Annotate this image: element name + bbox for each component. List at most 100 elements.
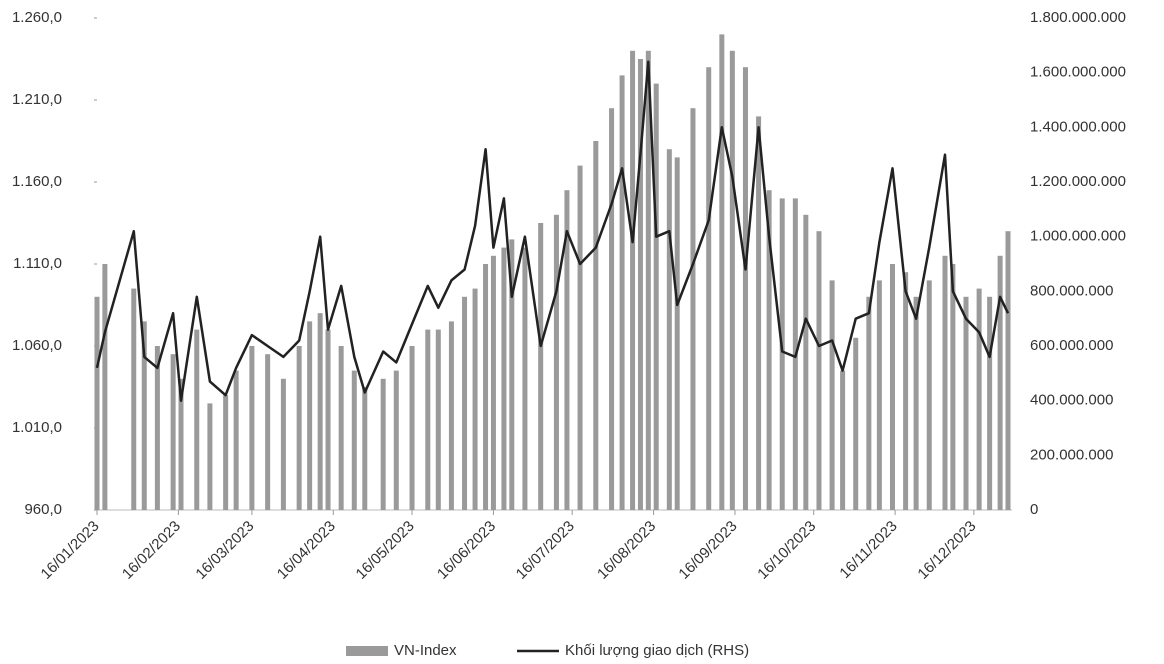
bar: [564, 190, 570, 510]
bar: [926, 280, 932, 510]
bar: [853, 337, 859, 510]
bar: [538, 223, 544, 510]
x-tick-label: 16/06/2023: [434, 518, 499, 583]
bar: [690, 108, 696, 510]
bar: [362, 387, 368, 510]
y-tick-label: 1.010,0: [12, 419, 62, 436]
x-tick-label: 16/01/2023: [38, 518, 103, 583]
bar: [178, 378, 184, 510]
bar: [462, 296, 468, 510]
bar: [637, 59, 643, 510]
bar: [645, 50, 651, 511]
bar: [522, 247, 528, 510]
bar: [779, 198, 785, 510]
bar: [393, 370, 399, 510]
bar: [317, 313, 323, 510]
bar: [619, 75, 625, 511]
bar: [976, 288, 982, 510]
bar: [766, 190, 772, 510]
bar: [501, 247, 507, 510]
bar: [280, 378, 286, 510]
y-tick-label: 1.210,0: [12, 91, 62, 108]
bar: [609, 108, 615, 510]
bar: [876, 280, 882, 510]
x-tick-label: 16/12/2023: [914, 518, 979, 583]
bar: [154, 346, 160, 510]
bar: [756, 116, 762, 511]
bar: [803, 214, 809, 511]
bar: [942, 255, 948, 510]
x-tick-label: 16/04/2023: [274, 518, 339, 583]
bar: [829, 280, 835, 510]
bar: [666, 149, 672, 510]
bar: [674, 157, 680, 510]
bar: [1005, 231, 1011, 510]
y-tick-label: 1.110,0: [13, 255, 62, 272]
bar: [963, 296, 969, 510]
bar: [577, 165, 583, 510]
y2-tick-label: 800.000.000: [1030, 282, 1113, 299]
bar: [409, 346, 415, 510]
y-tick-label: 1.160,0: [12, 173, 62, 190]
bar: [729, 50, 735, 511]
bar: [816, 231, 822, 510]
y2-tick-label: 1.200.000.000: [1030, 173, 1126, 190]
bar: [448, 321, 454, 510]
bar: [325, 329, 331, 510]
bar: [296, 346, 302, 510]
bar: [338, 346, 344, 510]
bar: [351, 370, 357, 510]
bar: [94, 296, 100, 510]
y2-tick-label: 1.000.000.000: [1030, 228, 1126, 245]
y2-tick-label: 1.800.000.000: [1030, 9, 1126, 26]
bar: [207, 403, 213, 510]
bar: [380, 378, 386, 510]
y2-tick-label: 200.000.000: [1030, 446, 1113, 463]
bar: [141, 321, 147, 510]
bar: [987, 296, 993, 510]
x-tick-label: 16/11/2023: [836, 518, 900, 582]
bar: [653, 83, 659, 510]
bar: [194, 329, 200, 510]
x-tick-label: 16/08/2023: [594, 518, 659, 583]
bar: [265, 354, 271, 510]
bar: [913, 296, 919, 510]
bar: [102, 264, 108, 510]
y2-tick-label: 400.000.000: [1030, 392, 1113, 409]
y-tick-label: 1.260,0: [12, 9, 62, 26]
volume-line: [95, 60, 1010, 402]
x-tick-label: 16/07/2023: [513, 518, 578, 583]
bar: [435, 329, 441, 510]
y-tick-label: 1.060,0: [12, 337, 62, 354]
legend-swatch: [346, 646, 388, 656]
legend-label: VN-Index: [394, 642, 457, 659]
bar: [233, 370, 239, 510]
y2-tick-label: 600.000.000: [1030, 337, 1113, 354]
bar: [490, 255, 496, 510]
x-tick-label: 16/10/2023: [754, 518, 819, 583]
bar: [706, 67, 712, 510]
bar: [472, 288, 478, 510]
y2-tick-label: 1.400.000.000: [1030, 118, 1126, 135]
bar: [889, 264, 895, 510]
bar: [630, 50, 636, 511]
bar: [950, 264, 956, 510]
y-tick-label: 960,0: [24, 501, 62, 518]
bar: [903, 272, 909, 510]
bar: [223, 395, 229, 510]
x-tick-label: 16/03/2023: [192, 518, 257, 583]
bar: [553, 214, 559, 511]
bar: [131, 288, 137, 510]
legend-label: Khối lượng giao dịch (RHS): [565, 642, 749, 659]
bar: [719, 34, 725, 511]
x-tick-label: 16/09/2023: [675, 518, 740, 583]
bar: [840, 370, 846, 510]
bar: [249, 346, 255, 510]
x-tick-label: 16/02/2023: [119, 518, 184, 583]
bar: [425, 329, 431, 510]
y2-tick-label: 1.600.000.000: [1030, 64, 1126, 81]
bar: [483, 264, 489, 510]
bar: [509, 239, 515, 510]
bar: [307, 321, 313, 510]
